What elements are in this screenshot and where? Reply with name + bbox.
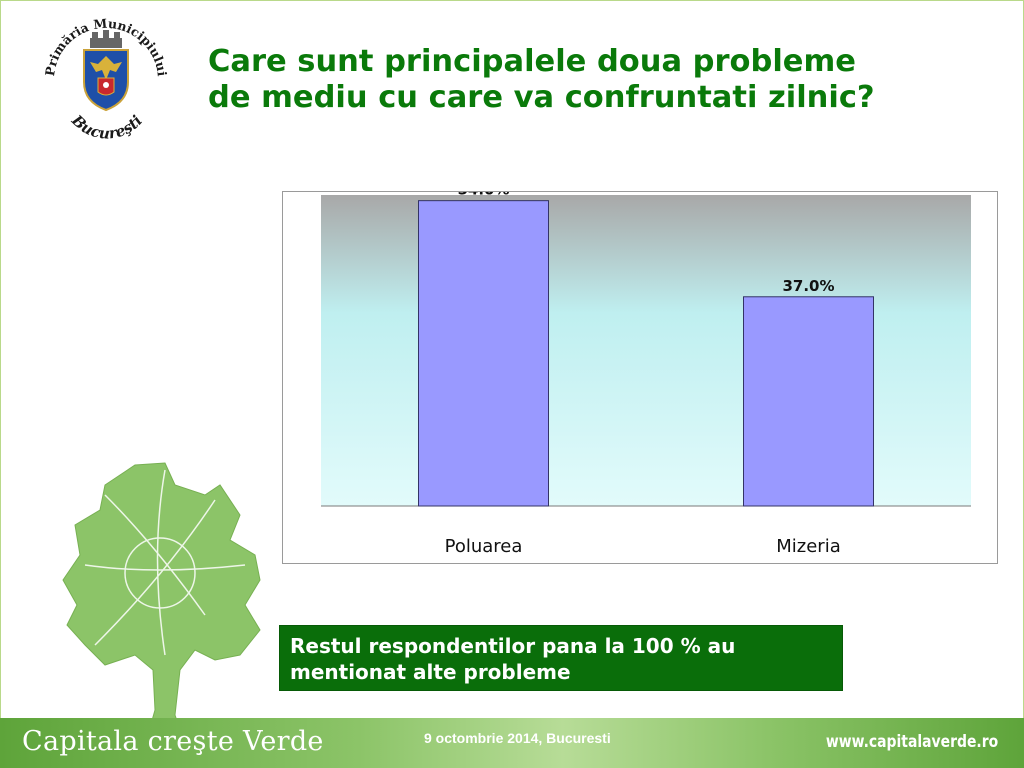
bar-chart: 54.0% Poluarea 37.0% Mizeria	[282, 191, 998, 564]
page-title-line-1: Care sunt principalele doua probleme	[208, 44, 856, 79]
page-title: Care sunt principalele doua probleme de …	[208, 44, 988, 116]
footer-website[interactable]: www.capitalaverde.ro	[825, 732, 998, 752]
x-tick-label-poluarea: Poluarea	[445, 536, 523, 557]
tree-map-icon	[62, 462, 261, 745]
svg-text:Bucureşti: Bucureşti	[67, 111, 146, 142]
x-tick-label-mizeria: Mizeria	[776, 536, 841, 557]
footer-date: 9 octombrie 2014, Bucuresti	[424, 730, 611, 746]
bar-poluarea	[418, 200, 549, 507]
bar-chart-svg: 54.0% Poluarea 37.0% Mizeria	[321, 192, 971, 557]
page-title-line-2: de mediu cu care va confruntati zilnic?	[208, 80, 875, 115]
note-box: Restul respondentilor pana la 100 % au m…	[279, 625, 843, 691]
footer: Capitala creşte Verde 9 octombrie 2014, …	[0, 718, 1024, 768]
footer-slogan: Capitala creşte Verde	[22, 726, 324, 757]
bucharest-coat-of-arms-icon: Primăria Municipiului Bucureşti	[42, 16, 170, 142]
bar-mizeria	[743, 296, 874, 507]
data-label-mizeria: 37.0%	[782, 277, 834, 295]
data-label-poluarea: 54.0%	[457, 192, 509, 199]
